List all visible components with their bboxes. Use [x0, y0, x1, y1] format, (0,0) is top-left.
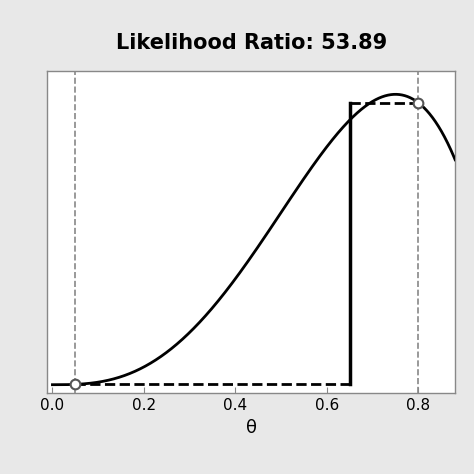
X-axis label: θ: θ [246, 419, 257, 437]
Text: Likelihood Ratio: 53.89: Likelihood Ratio: 53.89 [116, 33, 387, 53]
